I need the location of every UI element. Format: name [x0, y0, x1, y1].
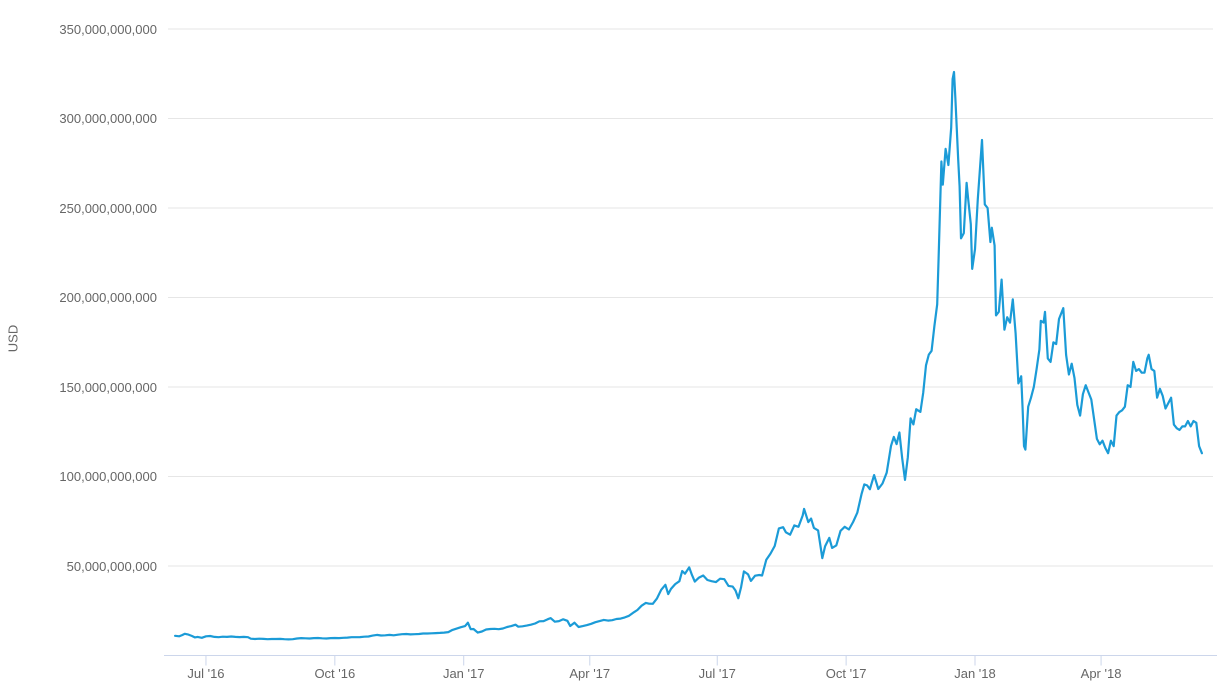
y-axis-label: 300,000,000,000 [59, 111, 157, 126]
x-axis-label: Jul '17 [698, 666, 736, 681]
series-group [174, 70, 1204, 641]
y-axis-title: USD [5, 324, 21, 353]
axes [164, 655, 1217, 666]
y-axis-label: 100,000,000,000 [59, 469, 157, 484]
x-axis-label: Apr '18 [1080, 666, 1122, 681]
x-axis-label: Jan '18 [954, 666, 996, 681]
x-axis-label: Jan '17 [442, 666, 485, 681]
x-axis-label: Oct '16 [314, 666, 356, 681]
gridlines [168, 28, 1213, 567]
x-axis-label: Jul '16 [187, 666, 225, 681]
y-axis-label: 250,000,000,000 [59, 200, 157, 216]
x-axis-label: Apr '17 [569, 666, 611, 681]
market-cap-line[interactable] [174, 70, 1204, 641]
y-axis-label: 150,000,000,000 [59, 379, 157, 395]
y-axis-label: 200,000,000,000 [59, 290, 157, 305]
y-axis-label: 50,000,000,000 [66, 558, 157, 574]
y-axis-label: 350,000,000,000 [59, 21, 157, 37]
x-axis-label: Oct '17 [825, 666, 867, 681]
